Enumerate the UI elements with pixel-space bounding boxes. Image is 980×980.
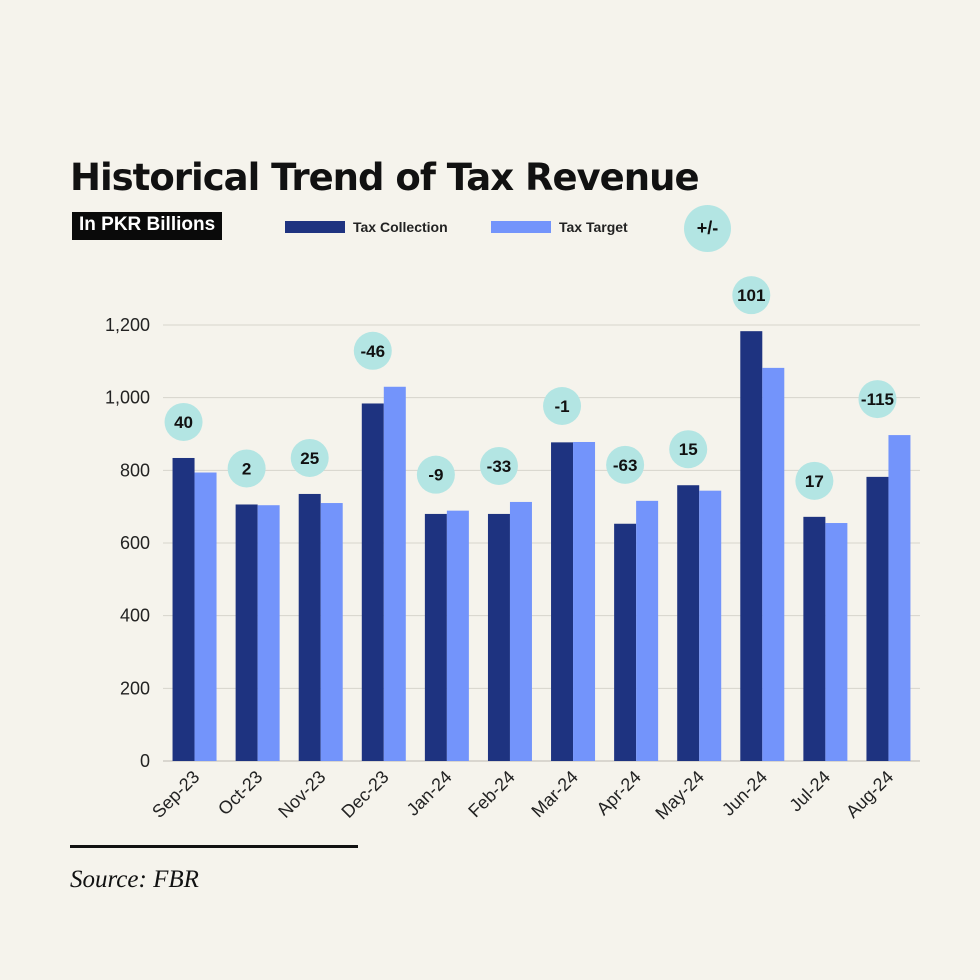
bar-collection [172, 457, 195, 761]
difference-label: 17 [805, 472, 824, 491]
bar-collection [298, 493, 321, 761]
difference-label: 2 [242, 459, 251, 478]
chart-title: Historical Trend of Tax Revenue [70, 156, 700, 199]
bar-target [446, 510, 469, 761]
difference-label: 40 [174, 413, 193, 432]
y-tick-label: 800 [120, 460, 150, 480]
y-tick-label: 1,000 [105, 388, 150, 408]
difference-label: 15 [679, 440, 698, 459]
bar-target [383, 386, 406, 761]
bar-collection [235, 504, 258, 761]
legend-label-target: Tax Target [559, 219, 628, 235]
x-tick-label: May-24 [651, 767, 708, 824]
x-tick-label: Oct-23 [214, 767, 266, 819]
x-tick-label: Jan-24 [403, 767, 456, 820]
difference-label: -63 [613, 456, 638, 475]
bar-target [636, 500, 659, 761]
bar-target [825, 523, 848, 761]
chart-subtitle: In PKR Billions [72, 212, 223, 240]
bar-target [320, 503, 343, 761]
bar-target [509, 501, 532, 761]
y-tick-label: 400 [120, 606, 150, 626]
x-tick-label: Mar-24 [527, 767, 581, 821]
x-tick-label: Dec-23 [337, 767, 392, 822]
x-tick-label: Apr-24 [593, 767, 645, 819]
legend-swatch-target [491, 221, 551, 233]
legend-swatch-collection [285, 221, 345, 233]
difference-badge [416, 455, 455, 494]
bar-target [257, 505, 280, 761]
difference-badge [732, 276, 771, 315]
difference-badge [795, 461, 834, 500]
difference-badge [669, 430, 708, 469]
x-tick-label: Aug-24 [842, 767, 897, 822]
legend-difference-badge: +/- [684, 205, 731, 252]
difference-badge [227, 449, 266, 488]
bar-target [888, 435, 911, 761]
bar-collection [361, 403, 384, 761]
difference-label: -33 [487, 457, 512, 476]
x-tick-label: Feb-24 [464, 767, 518, 821]
y-tick-label: 600 [120, 533, 150, 553]
bar-collection [803, 516, 826, 761]
difference-badge [543, 386, 582, 425]
x-tick-label: Jul-24 [785, 767, 834, 816]
y-tick-label: 1,200 [105, 315, 150, 335]
difference-label: -115 [861, 390, 894, 409]
x-tick-label: Jun-24 [718, 767, 771, 820]
legend-item-collection: Tax Collection [285, 219, 448, 235]
bar-collection [614, 523, 637, 761]
legend-label-collection: Tax Collection [353, 219, 448, 235]
difference-badge [353, 331, 392, 370]
y-tick-label: 200 [120, 678, 150, 698]
bar-collection [551, 442, 574, 761]
difference-badge [479, 446, 518, 485]
difference-badge [858, 380, 897, 419]
bar-collection [677, 485, 700, 761]
difference-badge [606, 445, 645, 484]
difference-badge [164, 402, 203, 441]
difference-label: 25 [300, 449, 319, 468]
bar-collection [487, 513, 510, 761]
x-tick-label: Sep-23 [148, 767, 203, 822]
bar-collection [866, 476, 889, 761]
difference-label: -9 [428, 466, 443, 485]
bar-target [194, 472, 217, 761]
source-note: Source: FBR [70, 866, 199, 893]
legend-item-target: Tax Target [491, 219, 628, 235]
source-divider [70, 845, 358, 848]
difference-badge [290, 438, 329, 477]
bar-collection [740, 331, 763, 761]
bar-collection [424, 513, 447, 761]
difference-label: -1 [554, 397, 569, 416]
difference-label: -46 [361, 342, 386, 361]
bar-target [573, 441, 596, 761]
y-tick-label: 0 [140, 751, 150, 771]
bar-target [762, 367, 785, 761]
difference-label: 101 [737, 286, 765, 305]
x-tick-label: Nov-23 [274, 767, 329, 822]
bar-target [699, 490, 722, 761]
